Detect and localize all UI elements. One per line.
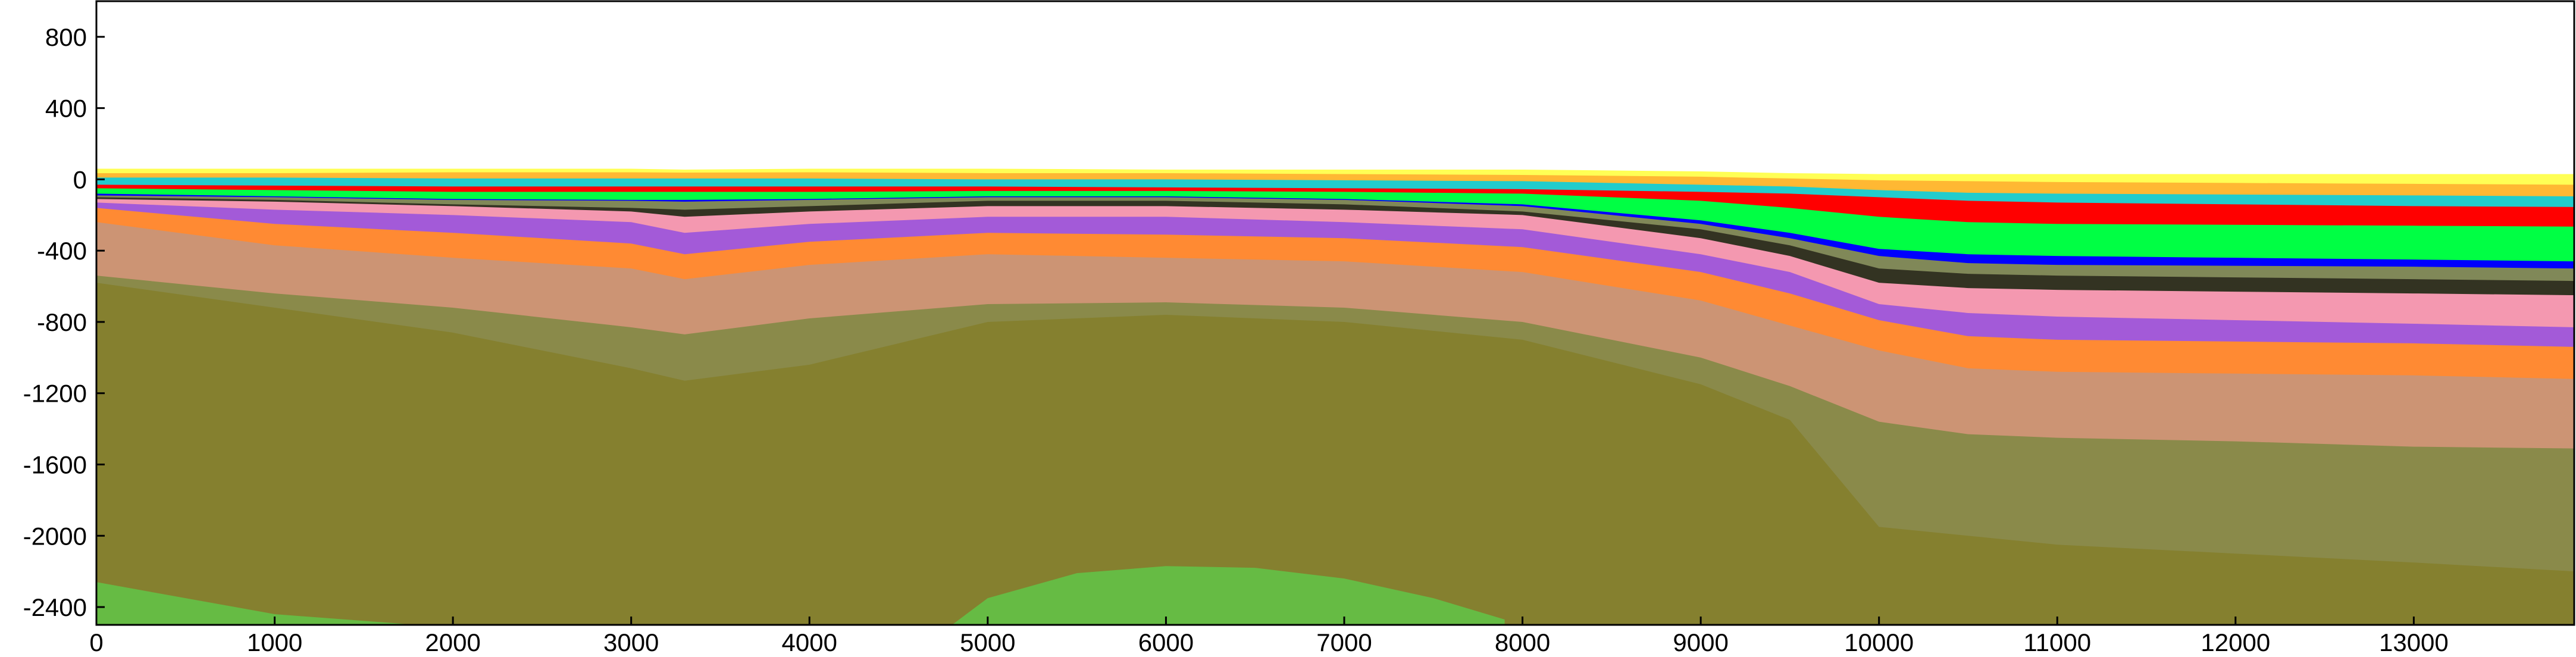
- y-tick-label: -400: [37, 237, 87, 265]
- x-tick-label: 12000: [2201, 628, 2270, 656]
- green-body-1: [951, 566, 1505, 625]
- x-tick-label: 10000: [1844, 628, 1914, 656]
- green-body-0: [96, 582, 418, 625]
- x-tick-label: 3000: [603, 628, 659, 656]
- plot-frame: [95, 0, 2575, 626]
- x-tick-label: 5000: [960, 628, 1015, 656]
- y-tick-label: -1200: [23, 380, 87, 408]
- y-tick-label: 400: [45, 95, 87, 123]
- y-tick-label: -2000: [23, 522, 87, 550]
- x-tick-label: 13000: [2379, 628, 2449, 656]
- y-tick-label: -2400: [23, 593, 87, 621]
- y-tick-label: 0: [73, 165, 87, 193]
- layer-13: [96, 283, 2574, 625]
- y-tick-label: 800: [45, 23, 87, 51]
- x-tick-label: 11000: [2023, 628, 2091, 656]
- x-tick-label: 9000: [1673, 628, 1728, 656]
- x-tick-label: 1000: [247, 628, 302, 656]
- x-tick-label: 2000: [425, 628, 480, 656]
- y-tick-label: -1600: [23, 451, 87, 479]
- layers-group: [96, 168, 2574, 625]
- x-tick-label: 8000: [1495, 628, 1550, 656]
- y-tick-label: -800: [37, 308, 87, 336]
- x-tick-label: 7000: [1316, 628, 1372, 656]
- x-tick-label: 4000: [782, 628, 837, 656]
- axis-ticks: 0 1000 2000 3000 4000 5000 6000 7000 8000 9000 100…: [23, 23, 2449, 656]
- x-tick-label: 0: [89, 628, 103, 656]
- x-tick-label: 6000: [1138, 628, 1194, 656]
